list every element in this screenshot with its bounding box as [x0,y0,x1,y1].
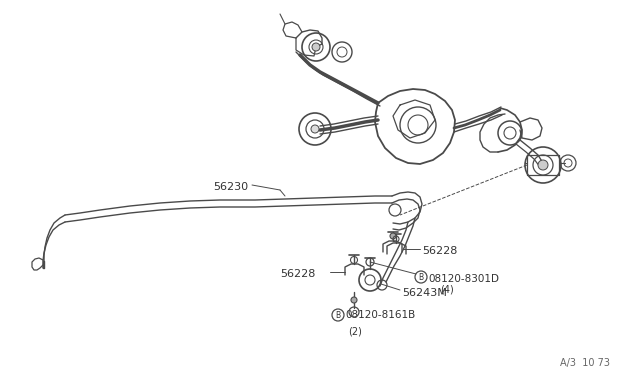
Text: 56230: 56230 [213,182,248,192]
Text: 56228: 56228 [422,246,458,256]
Text: B: B [419,273,424,282]
Text: 56228: 56228 [280,269,316,279]
Circle shape [311,125,319,133]
Text: A/3  10 73: A/3 10 73 [560,358,610,368]
Text: 08120-8161B: 08120-8161B [345,310,415,320]
Circle shape [312,43,320,51]
Text: B: B [335,311,340,320]
Text: (2): (2) [348,326,362,336]
Text: 08120-8301D: 08120-8301D [428,274,499,284]
Text: (4): (4) [440,284,454,294]
Circle shape [390,233,396,239]
Circle shape [538,160,548,170]
Text: 56243M: 56243M [402,288,447,298]
Circle shape [351,297,357,303]
